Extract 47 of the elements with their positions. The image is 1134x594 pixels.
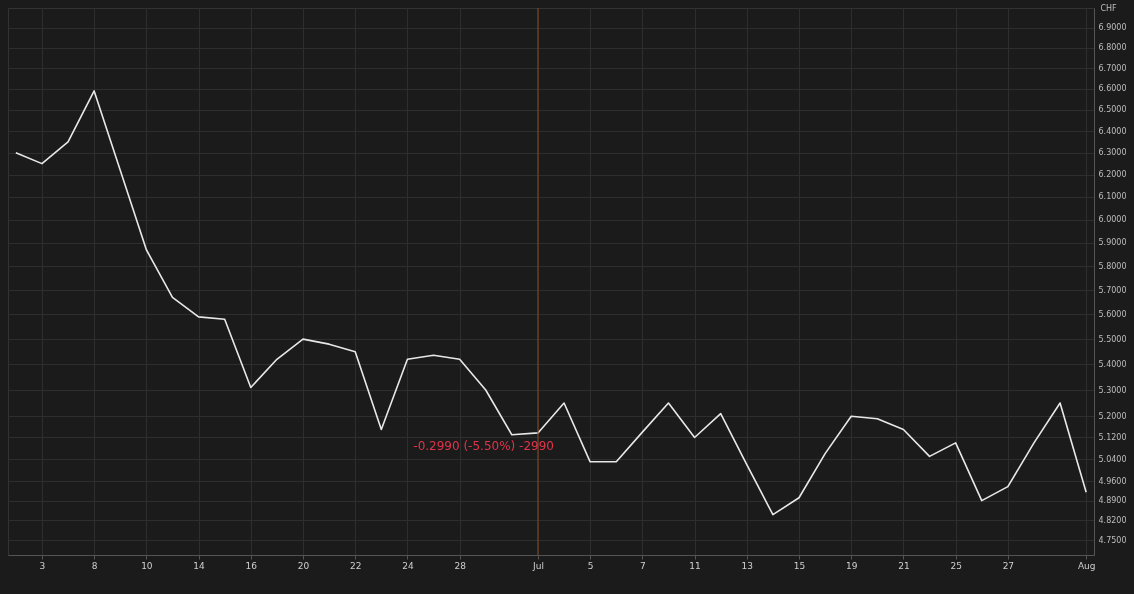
x-tick-label: 13: [741, 560, 754, 571]
y-tick-label: 5.3000: [1098, 385, 1127, 395]
y-tick-label: 5.4000: [1098, 359, 1127, 369]
y-tick-label: 4.8900: [1098, 496, 1127, 506]
y-tick-label: 5.0400: [1098, 454, 1127, 464]
annotation: -0.2990 (-5.50%) -2990: [413, 438, 554, 453]
x-tick-label: 22: [349, 560, 362, 571]
x-tick-label: 24: [402, 560, 414, 571]
x-tick-label: 25: [950, 560, 962, 571]
x-tick-label: 15: [793, 560, 806, 571]
y-tick-label: 5.7000: [1098, 285, 1127, 295]
x-tick-label: 11: [689, 560, 701, 571]
y-tick-label: 5.8000: [1098, 261, 1127, 271]
x-tick-label: 3: [39, 560, 46, 571]
y-tick-label: 4.8200: [1098, 515, 1127, 525]
x-tick-label: 20: [297, 560, 310, 571]
y-tick-label: 6.3000: [1098, 148, 1127, 158]
x-tick-label: 7: [640, 560, 646, 571]
x-tick-label: 27: [1002, 560, 1015, 571]
y-tick-label: 5.6000: [1098, 309, 1127, 319]
x-tick-label: Jul: [532, 560, 544, 571]
x-tick-label: 16: [245, 560, 258, 571]
y-tick-label: 6.6000: [1098, 84, 1127, 94]
line-series: [15, 90, 1087, 516]
y-tick-label: 6.7000: [1098, 63, 1127, 73]
x-tick-label: 21: [898, 560, 910, 571]
x-tick-label: 5: [587, 560, 594, 571]
x-tick-label: Aug: [1077, 560, 1096, 571]
y-tick-label: 4.9600: [1098, 476, 1127, 486]
y-tick-label: 5.9000: [1098, 238, 1127, 248]
y-tick-label: 5.1200: [1098, 432, 1127, 442]
y-tick-label: 6.2000: [1098, 170, 1127, 180]
y-tick-label: 5.5000: [1098, 334, 1127, 344]
y-tick-label: 6.4000: [1098, 126, 1127, 136]
y-tick-label: 6.1000: [1098, 192, 1127, 202]
x-tick-label: 8: [91, 560, 98, 571]
x-tick-label: 14: [193, 560, 206, 571]
y-tick-label: 6.0000: [1098, 215, 1127, 225]
y-tick-label: 4.7500: [1098, 535, 1127, 545]
y-tick-label: 6.9000: [1098, 23, 1127, 33]
y-axis-title: CHF: [1100, 3, 1118, 13]
x-tick-label: 10: [141, 560, 153, 571]
y-tick-label: 5.2000: [1098, 411, 1127, 421]
y-tick-label: 6.5000: [1098, 105, 1127, 115]
x-tick-label: 19: [845, 560, 858, 571]
y-tick-label: 6.8000: [1098, 43, 1127, 53]
x-tick-label: 28: [454, 560, 467, 571]
